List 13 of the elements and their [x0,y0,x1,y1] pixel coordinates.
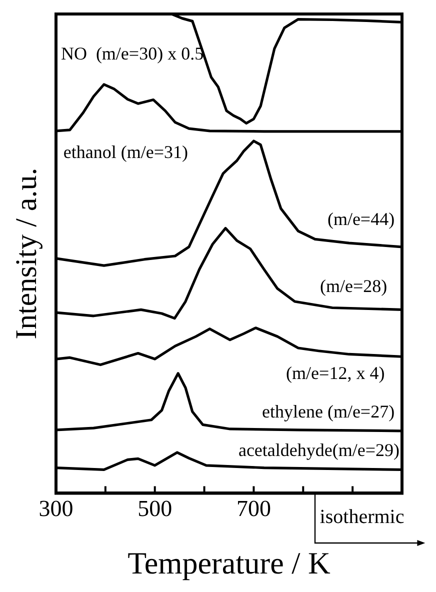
y-axis-title: Intensity / a.u. [10,168,43,340]
text: isothermic [320,506,404,528]
series-label: NO (m/e=30) x 0.5 [60,44,204,64]
series-label: ethylene (m/e=27) [262,401,395,422]
x-tick-label: 300 [38,496,74,522]
series-label: ethanol (m/e=31) [63,142,188,162]
series-label: (m/e=44) [327,208,395,229]
x-tick-label: 700 [236,496,271,522]
series-label: (m/e=12, x 4) [286,363,385,384]
series-label: acetaldehyde(m/e=29) [238,440,400,460]
x-tick-label: 500 [138,496,172,522]
x-axis-title: Temperature / K [128,546,331,581]
series-label: (m/e=28) [320,276,388,296]
